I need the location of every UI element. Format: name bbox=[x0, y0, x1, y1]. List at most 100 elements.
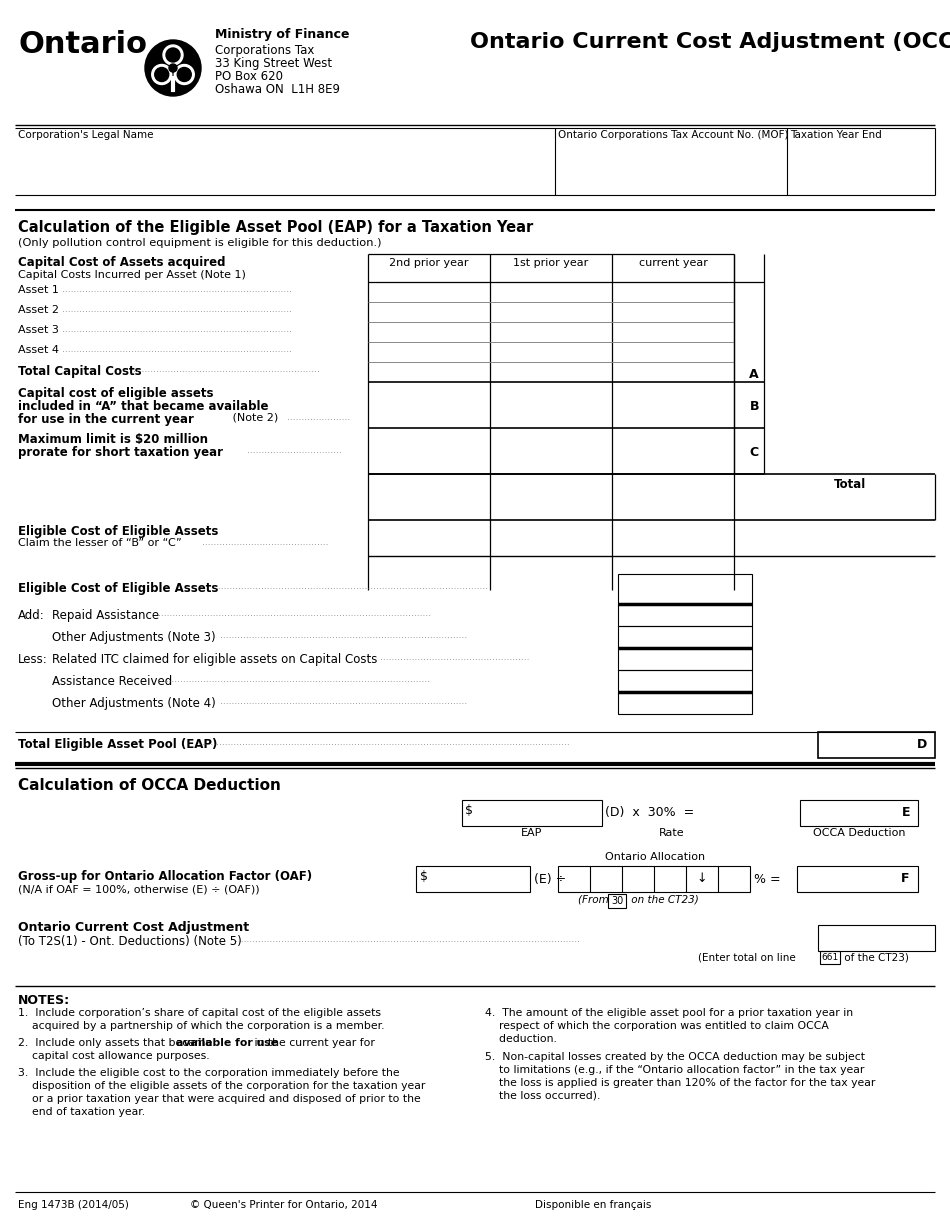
Text: Add:: Add: bbox=[18, 609, 45, 622]
Text: in the current year for: in the current year for bbox=[251, 1038, 375, 1048]
Text: ................................................................................: ........................................… bbox=[235, 935, 580, 943]
Bar bbox=[800, 800, 918, 827]
Text: Assistance Received: Assistance Received bbox=[52, 675, 172, 688]
Text: Taxation Year End: Taxation Year End bbox=[790, 130, 882, 140]
Text: (Enter total on line: (Enter total on line bbox=[698, 953, 799, 963]
Text: 3.  Include the eligible cost to the corporation immediately before the: 3. Include the eligible cost to the corp… bbox=[18, 1068, 400, 1077]
Text: Repaid Assistance: Repaid Assistance bbox=[52, 609, 160, 622]
Text: Total Capital Costs: Total Capital Costs bbox=[18, 365, 142, 378]
Circle shape bbox=[166, 48, 180, 62]
Circle shape bbox=[178, 68, 191, 81]
Text: included in “A” that became available: included in “A” that became available bbox=[18, 400, 269, 413]
Text: Corporation's Legal Name: Corporation's Legal Name bbox=[18, 130, 154, 140]
Text: for use in the current year: for use in the current year bbox=[18, 413, 194, 426]
Text: ................................................................................: ........................................… bbox=[62, 344, 292, 354]
Text: C: C bbox=[750, 446, 759, 459]
Text: Eligible Cost of Eligible Assets: Eligible Cost of Eligible Assets bbox=[18, 525, 219, 538]
Bar bbox=[818, 732, 935, 758]
Text: Claim the lesser of “B” or “C”: Claim the lesser of “B” or “C” bbox=[18, 538, 181, 549]
Text: 33 King Street West: 33 King Street West bbox=[215, 57, 332, 70]
Text: $: $ bbox=[420, 870, 428, 883]
Text: the loss is applied is greater than 120% of the factor for the tax year: the loss is applied is greater than 120%… bbox=[485, 1077, 875, 1089]
Text: B: B bbox=[750, 400, 759, 413]
Text: Calculation of OCCA Deduction: Calculation of OCCA Deduction bbox=[18, 779, 281, 793]
Text: 5.  Non-capital losses created by the OCCA deduction may be subject: 5. Non-capital losses created by the OCC… bbox=[485, 1052, 865, 1061]
Text: Other Adjustments (Note 3): Other Adjustments (Note 3) bbox=[52, 631, 216, 645]
Text: Ontario: Ontario bbox=[18, 30, 147, 59]
Text: Oshawa ON  L1H 8E9: Oshawa ON L1H 8E9 bbox=[215, 82, 340, 96]
Text: OCCA Deduction: OCCA Deduction bbox=[813, 828, 905, 838]
Text: PO Box 620: PO Box 620 bbox=[215, 70, 283, 82]
Text: .................................: ................................. bbox=[247, 446, 342, 455]
Text: ................................................................................: ........................................… bbox=[62, 305, 292, 314]
Text: current year: current year bbox=[638, 258, 708, 268]
Text: ................................................................................: ........................................… bbox=[220, 697, 467, 706]
Text: respect of which the corporation was entitled to claim OCCA: respect of which the corporation was ent… bbox=[485, 1021, 828, 1031]
Text: $: $ bbox=[465, 804, 473, 817]
Text: capital cost allowance purposes.: capital cost allowance purposes. bbox=[18, 1050, 210, 1061]
Text: Eng 1473B (2014/05): Eng 1473B (2014/05) bbox=[18, 1200, 129, 1210]
Circle shape bbox=[163, 46, 183, 65]
Text: Total Eligible Asset Pool (EAP): Total Eligible Asset Pool (EAP) bbox=[18, 738, 218, 752]
Text: % =: % = bbox=[754, 873, 781, 886]
Text: Asset 2: Asset 2 bbox=[18, 305, 59, 315]
Text: Ministry of Finance: Ministry of Finance bbox=[215, 28, 350, 41]
Text: Disponible en français: Disponible en français bbox=[535, 1200, 652, 1210]
Bar bbox=[618, 574, 752, 604]
Text: Asset 3: Asset 3 bbox=[18, 325, 59, 335]
Text: ................................................................................: ........................................… bbox=[196, 738, 570, 747]
Text: 2nd prior year: 2nd prior year bbox=[390, 258, 468, 268]
Bar bbox=[618, 626, 752, 648]
Text: Ontario Allocation: Ontario Allocation bbox=[605, 852, 705, 862]
Text: Total: Total bbox=[833, 478, 865, 491]
Text: Asset 1: Asset 1 bbox=[18, 285, 59, 295]
Text: ............................................: ........................................… bbox=[202, 538, 329, 547]
Text: on the CT23): on the CT23) bbox=[628, 894, 699, 904]
Text: ................................................................................: ........................................… bbox=[220, 631, 467, 640]
Text: Capital Cost of Assets acquired: Capital Cost of Assets acquired bbox=[18, 256, 225, 269]
Text: Capital Costs Incurred per Asset (Note 1): Capital Costs Incurred per Asset (Note 1… bbox=[18, 271, 246, 280]
Text: 1st prior year: 1st prior year bbox=[513, 258, 589, 268]
Text: Corporations Tax: Corporations Tax bbox=[215, 44, 314, 57]
Text: Other Adjustments (Note 4): Other Adjustments (Note 4) bbox=[52, 697, 216, 710]
Text: ......................: ...................... bbox=[287, 413, 351, 422]
Text: (D)  x  30%  =: (D) x 30% = bbox=[605, 806, 694, 819]
Text: Related ITC claimed for eligible assets on Capital Costs: Related ITC claimed for eligible assets … bbox=[52, 653, 377, 665]
Text: Ontario Current Cost Adjustment (OCCA): Ontario Current Cost Adjustment (OCCA) bbox=[470, 32, 950, 52]
Text: (To T2S(1) - Ont. Deductions) (Note 5): (To T2S(1) - Ont. Deductions) (Note 5) bbox=[18, 935, 241, 948]
Text: or a prior taxation year that were acquired and disposed of prior to the: or a prior taxation year that were acqui… bbox=[18, 1093, 421, 1105]
Bar bbox=[618, 604, 752, 626]
Text: Less:: Less: bbox=[18, 653, 48, 665]
Bar bbox=[820, 951, 840, 964]
Text: ....................................................: ........................................… bbox=[380, 653, 529, 662]
Text: A: A bbox=[750, 368, 759, 381]
Text: (E) ÷: (E) ÷ bbox=[534, 873, 566, 886]
Bar bbox=[618, 670, 752, 692]
Text: the loss occurred).: the loss occurred). bbox=[485, 1091, 600, 1101]
Text: end of taxation year.: end of taxation year. bbox=[18, 1107, 145, 1117]
Bar bbox=[558, 866, 750, 892]
Circle shape bbox=[169, 64, 177, 73]
Text: Ontario Corporations Tax Account No. (MOF): Ontario Corporations Tax Account No. (MO… bbox=[558, 130, 788, 140]
Text: ................................................................................: ........................................… bbox=[158, 609, 431, 617]
Text: available for use: available for use bbox=[177, 1038, 278, 1048]
Text: D: D bbox=[917, 738, 927, 752]
Text: (N/A if OAF = 100%, otherwise (E) ÷ (OAF)): (N/A if OAF = 100%, otherwise (E) ÷ (OAF… bbox=[18, 884, 259, 894]
Text: Capital cost of eligible assets: Capital cost of eligible assets bbox=[18, 387, 214, 400]
Text: acquired by a partnership of which the corporation is a member.: acquired by a partnership of which the c… bbox=[18, 1021, 385, 1031]
Text: NOTES:: NOTES: bbox=[18, 994, 70, 1007]
Text: ................................................................................: ........................................… bbox=[62, 285, 292, 294]
Text: © Queen's Printer for Ontario, 2014: © Queen's Printer for Ontario, 2014 bbox=[190, 1200, 377, 1210]
Text: Gross-up for Ontario Allocation Factor (OAF): Gross-up for Ontario Allocation Factor (… bbox=[18, 870, 313, 883]
Text: Maximum limit is $20 million: Maximum limit is $20 million bbox=[18, 433, 208, 446]
Text: 30: 30 bbox=[611, 895, 623, 907]
Text: 661: 661 bbox=[822, 953, 839, 962]
Text: to limitations (e.g., if the “Ontario allocation factor” in the tax year: to limitations (e.g., if the “Ontario al… bbox=[485, 1065, 864, 1075]
Bar bbox=[618, 692, 752, 713]
Text: ................................................................................: ........................................… bbox=[157, 675, 430, 684]
Bar bbox=[608, 894, 626, 908]
Bar bbox=[618, 648, 752, 670]
Circle shape bbox=[145, 41, 201, 96]
Text: ↓: ↓ bbox=[696, 872, 707, 886]
Text: F: F bbox=[901, 872, 909, 886]
